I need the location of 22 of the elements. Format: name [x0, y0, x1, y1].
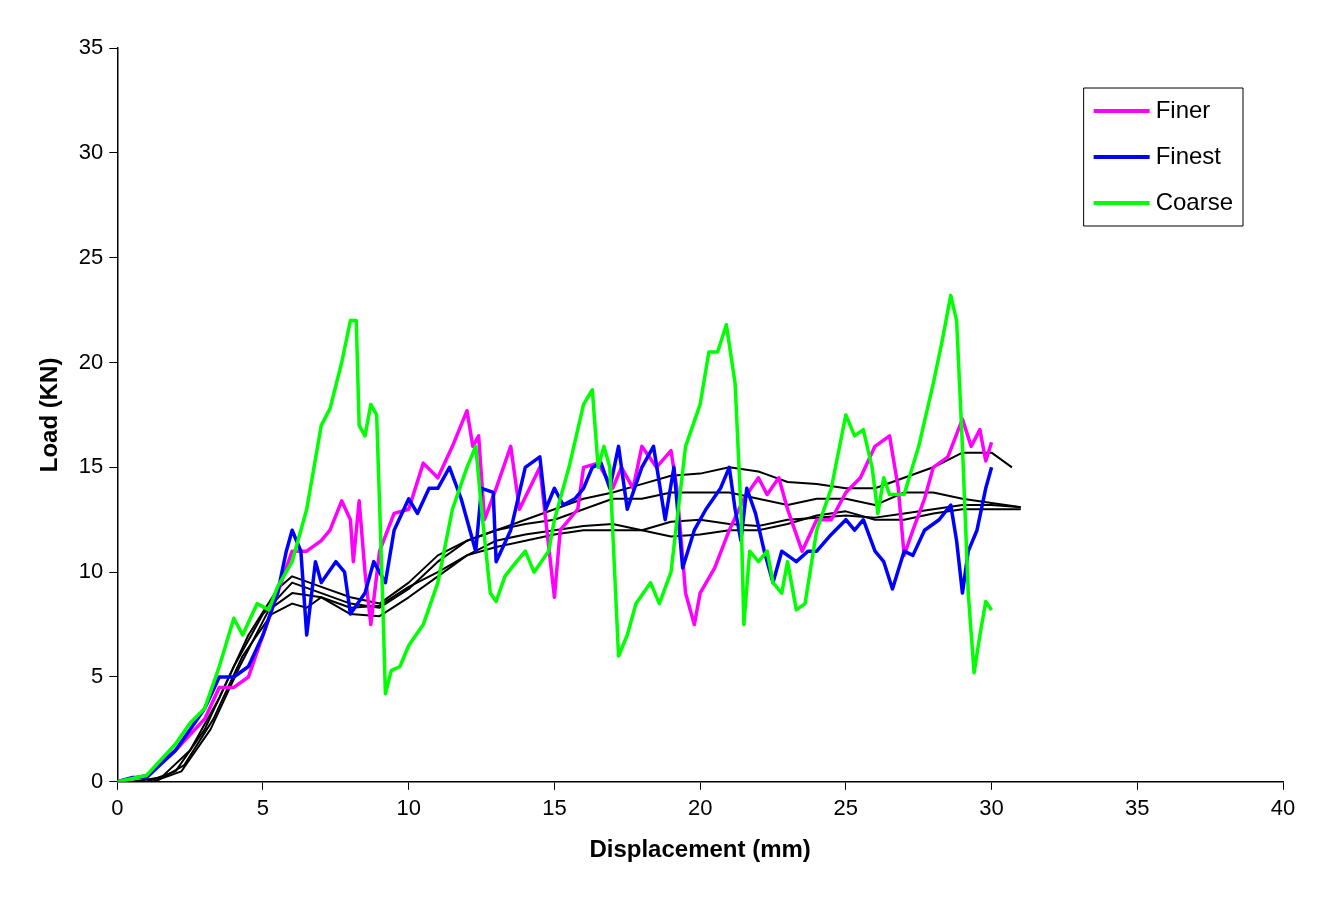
y-axis-title: Load (KN) [35, 357, 63, 473]
x-tick-label: 0 [111, 795, 124, 821]
x-tick-label: 40 [1270, 795, 1296, 821]
x-tick-label: 30 [979, 795, 1004, 821]
x-tick-label: 35 [1125, 795, 1150, 821]
y-tick-label: 20 [78, 348, 104, 374]
x-tick-label: 15 [542, 795, 567, 821]
x-tick-label: 5 [256, 795, 270, 821]
y-tick-label: 15 [78, 453, 104, 479]
y-tick-label: 0 [91, 767, 104, 793]
y-tick-label: 35 [78, 34, 104, 60]
y-tick-label: 25 [78, 243, 104, 269]
y-tick-label: 5 [91, 663, 104, 689]
x-axis-title: Displacement (mm) [589, 835, 811, 863]
x-tick-label: 10 [396, 795, 421, 821]
x-tick-label: 20 [687, 795, 713, 821]
legend-label: Finer [1155, 95, 1211, 123]
y-tick-label: 10 [78, 558, 104, 584]
legend-label: Coarse [1155, 187, 1234, 215]
x-tick-label: 25 [833, 795, 859, 821]
y-tick-label: 30 [78, 138, 104, 164]
legend-label: Finest [1155, 141, 1222, 169]
